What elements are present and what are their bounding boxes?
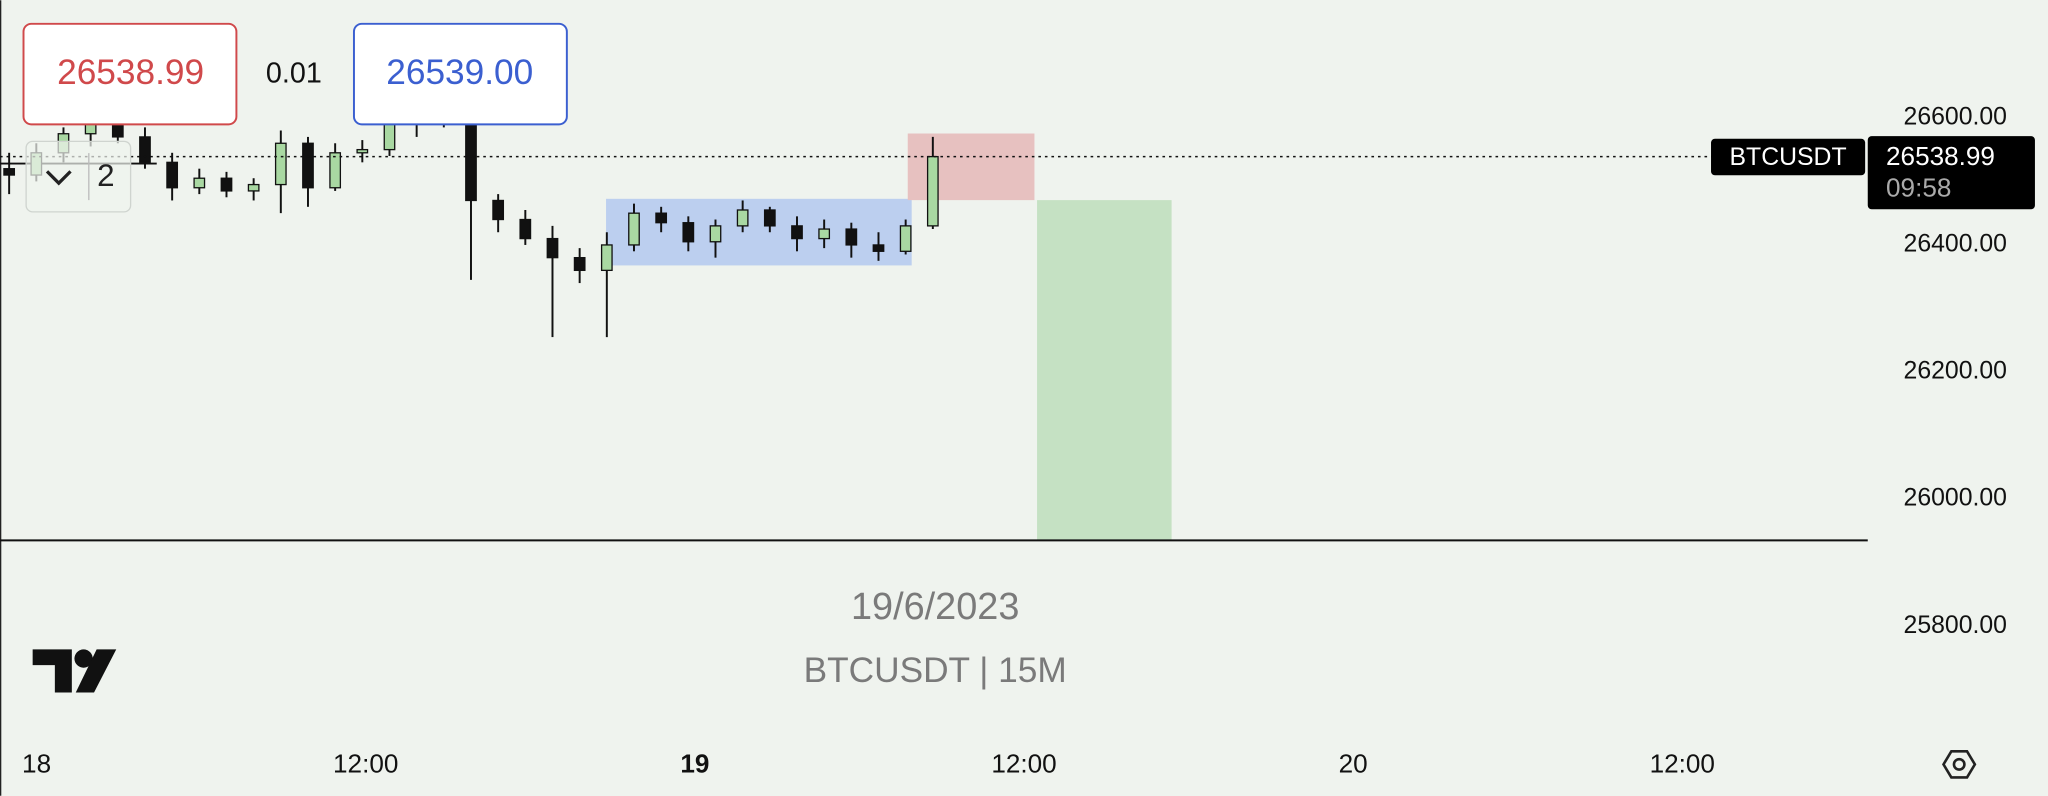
collapse-button[interactable] [25,140,132,213]
countdown: 09:58 [1886,173,1951,203]
candle-body [899,225,912,252]
candle-body [193,177,206,189]
bid-price: 26538.99 [57,53,204,92]
candle-body [682,222,695,243]
symbol-text: BTCUSDT [1730,144,1847,171]
candle-body [302,142,314,189]
collapse-count: 2 [97,158,114,193]
candle-body [709,225,722,243]
candle-body [872,244,885,252]
candle-body [519,218,532,240]
y-tick-label: 26200.00 [1904,358,2007,385]
symbol-label [1711,138,1866,176]
candle-body [247,183,260,192]
candle-body [139,136,151,163]
x-tick-label: 19 [680,749,709,779]
logo [32,649,117,693]
target-zone [1037,200,1172,540]
candle-body [655,212,668,224]
x-tick-label: 20 [1339,749,1368,779]
price-tag [1867,136,2035,210]
candle-body [546,237,559,259]
candle-body [628,212,640,246]
watermark-symbol: BTCUSDT | 15M [804,651,1067,690]
y-tick-label: 26600.00 [1904,103,2007,130]
current-price: 26538.99 [1886,141,1995,171]
bid-box[interactable] [22,22,238,126]
candle-body [763,209,776,227]
watermark-date: 19/6/2023 [851,586,1019,628]
candle-body [274,142,287,186]
candle-body [3,168,16,176]
range-box [606,198,912,266]
candle-body [818,228,831,240]
candle-body [84,123,97,135]
ask-price: 26539.00 [386,53,533,92]
x-tick-label: 12:00 [991,749,1056,779]
y-tick-label: 26000.00 [1904,485,2007,512]
spread: 0.01 [266,57,322,89]
stop-zone [907,133,1035,201]
candle-body [329,152,342,189]
settings-icon[interactable] [1941,750,1977,779]
candle-body [573,256,586,272]
candle-body [111,123,124,138]
x-tick-label: 18 [22,749,51,779]
candle-body [926,155,939,227]
candle-body [166,161,179,189]
candle-body [356,148,369,154]
ask-box[interactable] [352,22,568,126]
candle-body [220,177,233,192]
candle-body [736,209,749,227]
candle-body [845,228,858,246]
candle-body [600,244,613,272]
y-tick-label: 25800.00 [1904,612,2007,639]
x-tick-label: 12:00 [1650,749,1715,779]
candle-body [465,120,477,202]
x-tick-label: 12:00 [333,749,398,779]
y-tick-label: 26400.00 [1904,230,2007,257]
candle-body [383,123,396,151]
candle-body [492,199,505,221]
candle-body [791,225,803,240]
chevron-icon [45,170,72,186]
